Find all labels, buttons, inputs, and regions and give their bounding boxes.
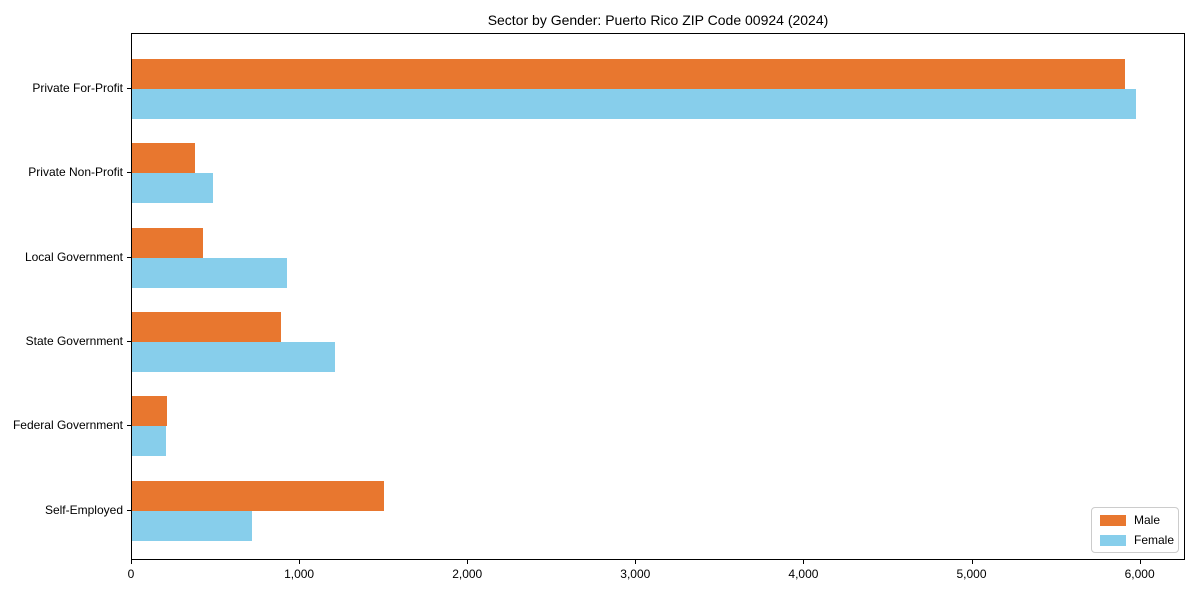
xtick-mark (635, 560, 637, 564)
xtick-label: 1,000 (284, 567, 315, 581)
xtick-mark (803, 560, 805, 564)
bar-female-1 (132, 89, 1136, 119)
bar-female-5 (132, 426, 166, 457)
ytick-mark (127, 88, 131, 89)
bar-male-4 (132, 311, 281, 342)
bar-female-6 (132, 510, 253, 541)
xtick-label: 5,000 (956, 567, 987, 581)
ytick-label: State Government (25, 333, 123, 348)
bar-female-4 (132, 341, 336, 372)
ytick-mark (127, 340, 131, 342)
xtick-mark (971, 560, 973, 564)
legend-label-female: Female (1134, 533, 1175, 547)
plot-area (131, 33, 1185, 560)
bar-female-3 (132, 257, 287, 288)
legend-row-male: Male (1100, 514, 1170, 526)
ytick-label: Private Non-Profit (28, 165, 123, 180)
ytick-mark (127, 425, 131, 427)
ytick-label: Local Government (24, 249, 123, 264)
bar-male-3 (132, 227, 204, 258)
ytick-mark (127, 256, 131, 258)
xtick-label: 2,000 (452, 567, 483, 581)
bar-male-5 (132, 396, 168, 427)
male-series-swatch (1100, 514, 1126, 526)
female-series-swatch (1100, 534, 1126, 546)
ytick-mark (127, 509, 131, 511)
xtick-mark (131, 560, 132, 564)
xtick-mark (299, 560, 301, 564)
bar-male-1 (132, 59, 1126, 89)
ytick-label: Self-Employed (44, 502, 123, 517)
legend: Male Female (1091, 507, 1179, 553)
bar-female-2 (132, 173, 213, 204)
ytick-label: Private For-Profit (32, 81, 123, 95)
xtick-label: 6,000 (1124, 567, 1155, 581)
xtick-label: 0 (127, 567, 135, 581)
bar-male-6 (132, 480, 385, 511)
legend-label-male: Male (1134, 513, 1161, 527)
xtick-mark (1139, 560, 1141, 564)
ytick-mark (127, 172, 131, 174)
xtick-label: 4,000 (788, 567, 819, 581)
xtick-mark (467, 560, 469, 564)
legend-row-female: Female (1100, 534, 1174, 546)
ytick-label: Federal Government (12, 418, 123, 433)
chart-title: Sector by Gender: Puerto Rico ZIP Code 0… (487, 12, 829, 28)
xtick-label: 3,000 (620, 567, 651, 581)
bar-male-2 (132, 143, 196, 174)
